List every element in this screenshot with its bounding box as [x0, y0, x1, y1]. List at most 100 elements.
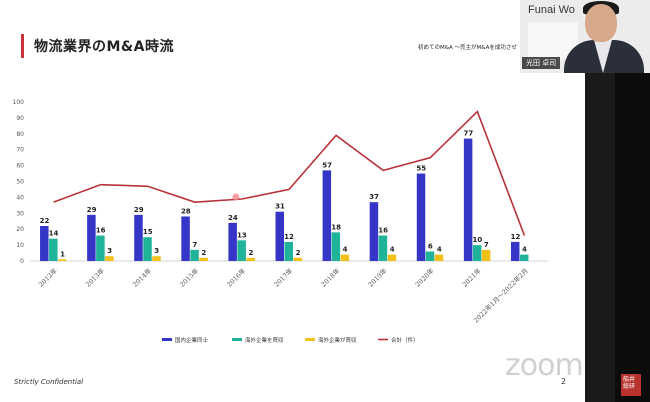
data-label: 4 — [390, 246, 395, 254]
bar-chart: 0102030405060708090100221412012年29163201… — [13, 99, 548, 344]
data-label: 22 — [40, 217, 50, 225]
bar — [96, 235, 105, 261]
bar — [481, 249, 491, 261]
bar — [369, 202, 379, 261]
bar — [425, 251, 435, 261]
bar — [387, 254, 397, 261]
x-tick-label: 2015年 — [178, 266, 201, 289]
pointer-dot — [232, 193, 240, 201]
data-label: 29 — [87, 206, 97, 214]
slide: 物流業界のM&A時流 初めてのM&A ～売主がM&Aを成功させ 0 10 20 30 4… — [12, 34, 584, 386]
bar — [199, 257, 208, 261]
y-tick-label: 80 — [16, 131, 24, 138]
data-label: 77 — [463, 130, 473, 138]
bar — [134, 214, 143, 261]
x-tick-label: 2012年 — [36, 266, 59, 289]
y-tick-label: 90 — [16, 115, 24, 122]
x-tick-label: 2013年 — [83, 266, 106, 289]
x-tick-label: 2014年 — [130, 266, 153, 289]
data-label: 4 — [437, 246, 442, 254]
legend-label: 海外企業が買収 — [318, 336, 357, 344]
data-label: 10 — [472, 236, 482, 244]
bar — [181, 216, 190, 261]
bar — [49, 238, 58, 261]
bar — [152, 256, 161, 261]
legend-label: 国内企業同士 — [175, 336, 209, 344]
data-label: 55 — [416, 165, 426, 173]
data-label: 12 — [284, 233, 294, 241]
data-label: 1 — [60, 250, 65, 258]
data-label: 3 — [107, 247, 112, 255]
data-label: 13 — [237, 231, 247, 239]
y-tick-label: 70 — [16, 147, 24, 154]
bar — [331, 232, 341, 261]
data-label: 12 — [511, 233, 521, 241]
bar — [293, 257, 302, 261]
data-label: 37 — [369, 193, 379, 201]
presenter-name-tag: 光田 卓司 — [522, 57, 561, 69]
data-label: 6 — [428, 242, 433, 250]
x-tick-label: 2018年 — [319, 266, 342, 289]
bar — [472, 245, 482, 261]
y-tick-label: 100 — [13, 99, 25, 106]
data-label: 14 — [49, 230, 59, 238]
bar — [275, 211, 284, 261]
bar — [40, 226, 49, 261]
x-tick-label: 2019年 — [366, 266, 389, 289]
data-label: 57 — [322, 161, 332, 169]
bar — [228, 222, 237, 261]
bar — [190, 249, 199, 261]
bar — [237, 240, 246, 261]
x-tick-label: 2017年 — [272, 266, 295, 289]
footer-confidential: Strictly Confidential — [14, 378, 84, 386]
bar — [246, 257, 255, 261]
thumbnail-label: 船井総研 — [623, 376, 636, 390]
slide-title: 物流業界のM&A時流 — [34, 39, 174, 55]
x-tick-label: 2016年 — [225, 266, 248, 289]
y-tick-label: 50 — [16, 179, 24, 186]
data-label: 7 — [192, 241, 197, 249]
data-label: 2 — [248, 249, 253, 257]
data-label: 2 — [201, 249, 206, 257]
data-label: 28 — [181, 207, 191, 215]
data-label: 16 — [96, 227, 106, 235]
bar — [519, 254, 529, 261]
data-label: 29 — [134, 206, 144, 214]
bar — [463, 138, 473, 261]
y-tick-label: 10 — [16, 242, 24, 249]
data-label: 24 — [228, 214, 238, 222]
title-accent-bar — [21, 34, 24, 58]
data-label: 4 — [522, 246, 527, 254]
brand-text: Funai Wo — [528, 4, 575, 16]
presenter-face — [585, 4, 617, 42]
bar — [322, 170, 332, 261]
y-tick-label: 20 — [16, 226, 24, 233]
bar — [143, 237, 152, 261]
data-label: 3 — [154, 247, 159, 255]
legend-swatch — [232, 338, 242, 341]
bar — [434, 254, 444, 261]
data-label: 31 — [275, 203, 285, 211]
bar — [284, 241, 293, 261]
bar — [58, 259, 67, 261]
x-tick-label: 2020年 — [413, 266, 436, 289]
bar — [105, 256, 114, 261]
y-tick-label: 0 — [20, 258, 24, 265]
legend-label: 海外企業を買収 — [245, 336, 284, 344]
y-tick-label: 40 — [16, 194, 24, 201]
bar — [378, 235, 388, 261]
zoom-watermark: zoom — [505, 348, 584, 383]
bar — [510, 241, 520, 261]
bar — [416, 173, 426, 261]
participant-thumbnail[interactable]: 船井総研 — [621, 374, 641, 396]
camera-strip — [585, 73, 615, 402]
data-label: 7 — [484, 241, 489, 249]
slide-subtitle: 初めてのM&A ～売主がM&Aを成功させ — [418, 45, 517, 51]
total-line — [53, 110, 526, 236]
data-label: 16 — [378, 227, 388, 235]
x-tick-label: 2021年 — [460, 266, 483, 289]
data-label: 18 — [331, 223, 341, 231]
bar — [340, 254, 350, 261]
legend-swatch — [305, 338, 315, 341]
legend-label: 合計（件） — [391, 336, 419, 344]
